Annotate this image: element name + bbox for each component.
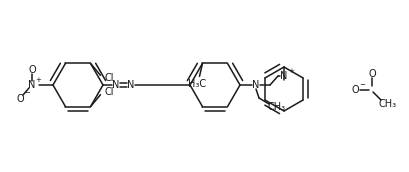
Text: N: N [252, 80, 259, 90]
Text: N: N [280, 71, 287, 81]
Text: −: − [24, 90, 30, 96]
Text: N: N [112, 80, 119, 90]
Text: Cl: Cl [104, 87, 114, 97]
Text: N: N [127, 80, 135, 90]
Text: +: + [287, 68, 293, 74]
Text: O: O [367, 69, 375, 79]
Text: O: O [16, 94, 24, 104]
Text: N: N [28, 80, 36, 90]
Text: CH₃: CH₃ [378, 99, 396, 109]
Text: CH₃: CH₃ [267, 102, 285, 112]
Text: O: O [28, 65, 36, 75]
Text: O: O [351, 85, 358, 95]
Text: Cl: Cl [104, 73, 114, 83]
Text: −: − [358, 82, 364, 88]
Text: +: + [36, 77, 41, 83]
Text: H₃C: H₃C [188, 79, 206, 89]
